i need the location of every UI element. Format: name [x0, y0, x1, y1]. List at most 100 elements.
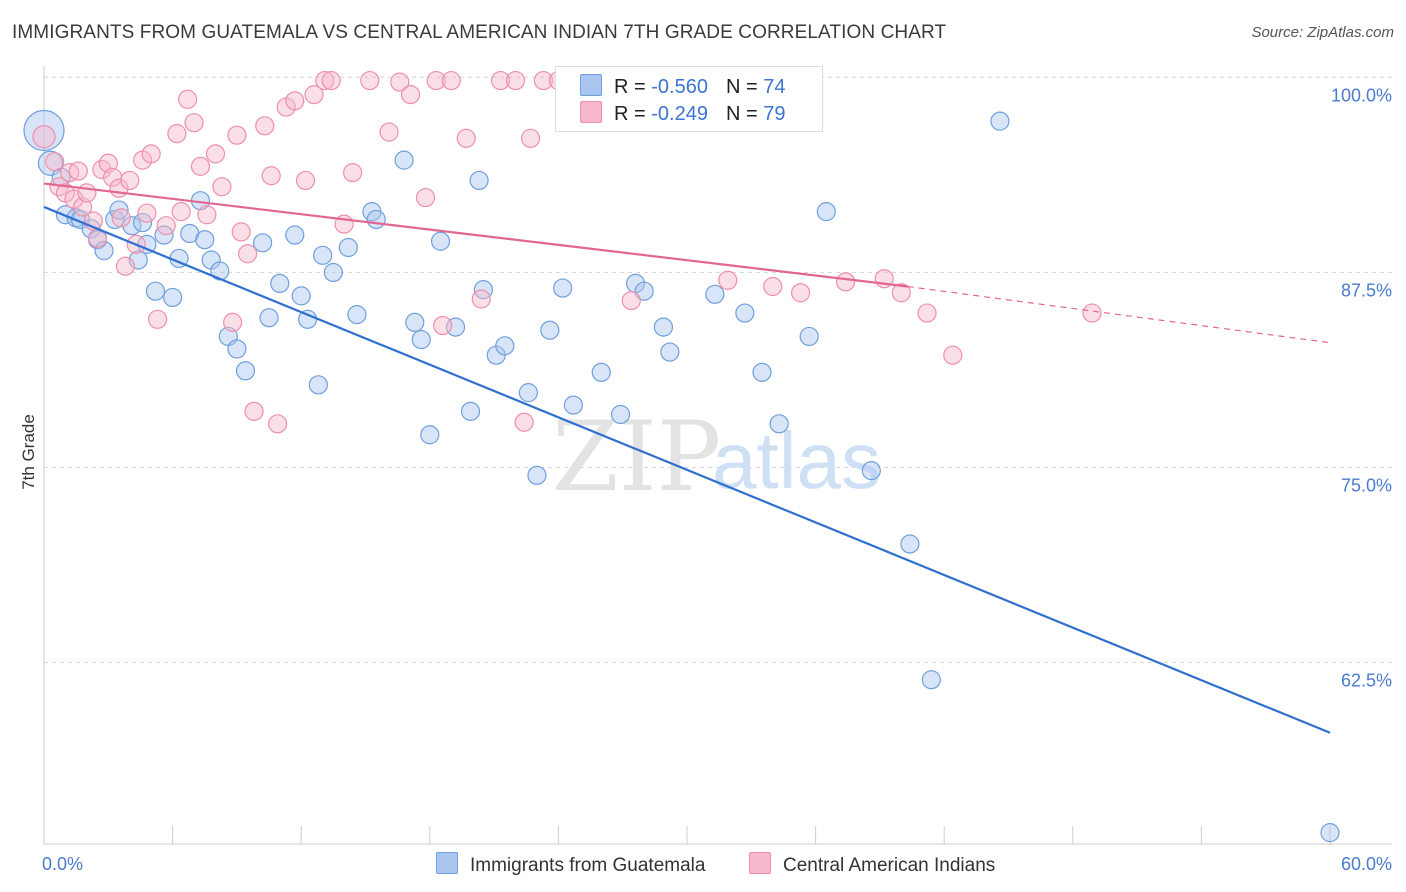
legend-row-central-american-indians: R = -0.249 N = 79: [580, 101, 785, 127]
legend-swatch-guatemala: [580, 74, 602, 96]
point-guatemala: [900, 534, 920, 554]
point-central-american-indians: [190, 156, 211, 176]
point-guatemala: [473, 280, 493, 300]
point-guatemala: [235, 361, 256, 381]
legend-r-value: -0.560: [651, 76, 708, 98]
legend-r-value: -0.249: [651, 103, 708, 125]
point-central-american-indians: [763, 276, 783, 297]
legend-n-label: N =: [725, 76, 758, 98]
point-guatemala: [540, 320, 560, 340]
point-guatemala: [769, 414, 789, 434]
point-central-american-indians: [400, 85, 421, 105]
point-central-american-indians: [718, 270, 738, 290]
point-central-american-indians: [390, 72, 410, 92]
point-guatemala: [109, 200, 129, 220]
point-guatemala: [799, 326, 819, 347]
y-axis-label: 7th Grade: [19, 414, 38, 490]
point-guatemala: [366, 209, 386, 230]
point-central-american-indians: [223, 312, 243, 333]
point-guatemala: [195, 230, 215, 250]
point-central-american-indians: [426, 70, 446, 91]
y-tick-label: 62.5%: [1341, 671, 1392, 691]
point-central-american-indians: [171, 202, 191, 222]
point-guatemala: [405, 312, 425, 333]
point-guatemala: [563, 395, 584, 415]
point-guatemala: [105, 209, 125, 230]
watermark-atlas: atlas: [712, 416, 881, 505]
point-central-american-indians: [433, 315, 453, 336]
point-central-american-indians: [111, 208, 131, 228]
point-guatemala: [861, 461, 881, 481]
y-tick-labels: 100.0% 87.5% 75.0% 62.5%: [1331, 85, 1392, 690]
legend-row-guatemala: R = -0.560 N = 74: [580, 74, 785, 100]
point-central-american-indians: [45, 152, 65, 172]
point-central-american-indians: [32, 125, 56, 149]
point-guatemala: [323, 262, 343, 283]
point-central-american-indians: [178, 89, 198, 109]
source-label: Source: ZipAtlas.com: [1251, 24, 1394, 41]
bottom-legend-label-guatemala: Immigrants from Guatemala: [470, 855, 706, 876]
point-guatemala: [1320, 823, 1340, 843]
bottom-legend-label-central-american-indians: Central American Indians: [783, 855, 996, 876]
point-central-american-indians: [244, 401, 264, 421]
stats-legend: R = -0.560 N = 74 R = -0.249 N = 79: [555, 66, 823, 132]
y-tick-label: 87.5%: [1341, 280, 1392, 300]
point-guatemala: [94, 241, 114, 261]
point-central-american-indians: [415, 187, 436, 208]
point-central-american-indians: [255, 116, 275, 136]
point-central-american-indians: [231, 222, 251, 242]
legend-n-label: N =: [725, 103, 758, 125]
point-central-american-indians: [836, 272, 856, 292]
trend-line-central-american-indians: [43, 182, 908, 288]
point-guatemala: [411, 329, 431, 350]
point-central-american-indians: [77, 183, 97, 203]
point-central-american-indians: [441, 70, 461, 91]
point-guatemala: [154, 225, 174, 245]
point-guatemala: [291, 286, 311, 306]
x-tick-label: 0.0%: [42, 854, 83, 874]
point-guatemala: [660, 342, 680, 362]
trend-lines: [43, 182, 1331, 734]
point-guatemala: [495, 336, 515, 356]
point-guatemala: [347, 305, 367, 325]
point-guatemala: [921, 670, 941, 690]
legend-r-label: R =: [614, 103, 646, 125]
point-central-american-indians: [285, 91, 305, 111]
axes: [43, 66, 1392, 845]
point-central-american-indians: [1082, 303, 1102, 323]
trend-line-extension: [907, 285, 1331, 344]
point-guatemala: [122, 216, 142, 236]
bottom-legend-central-american-indians: Central American Indians: [749, 852, 995, 877]
point-central-american-indians: [343, 163, 363, 183]
point-guatemala: [634, 281, 654, 301]
bottom-legend-swatch-guatemala: [436, 852, 458, 874]
x-tick-labels: 0.0% 60.0%: [42, 854, 1392, 874]
point-guatemala: [705, 284, 725, 304]
point-central-american-indians: [268, 414, 288, 434]
point-guatemala: [990, 111, 1010, 131]
point-central-american-indians: [321, 70, 341, 91]
legend-n-value: 79: [763, 103, 786, 125]
point-central-american-indians: [68, 161, 88, 181]
legend-swatch-central-american-indians: [580, 101, 602, 123]
legend-r-label: R =: [614, 76, 646, 98]
point-central-american-indians: [621, 290, 641, 311]
point-central-american-indians: [360, 70, 380, 91]
point-guatemala: [253, 233, 273, 253]
y-tick-label: 75.0%: [1341, 476, 1392, 496]
point-central-american-indians: [238, 244, 258, 264]
point-guatemala: [308, 375, 328, 395]
point-guatemala: [460, 401, 481, 421]
point-central-american-indians: [115, 256, 136, 276]
point-guatemala: [469, 170, 489, 191]
point-central-american-indians: [295, 170, 316, 191]
x-tick-label: 60.0%: [1341, 854, 1392, 874]
point-central-american-indians: [533, 70, 553, 91]
point-guatemala: [259, 308, 279, 328]
point-central-american-indians: [891, 283, 911, 303]
point-guatemala: [270, 273, 290, 294]
point-guatemala: [653, 317, 674, 337]
point-central-american-indians: [120, 170, 140, 191]
point-central-american-indians: [379, 122, 399, 142]
